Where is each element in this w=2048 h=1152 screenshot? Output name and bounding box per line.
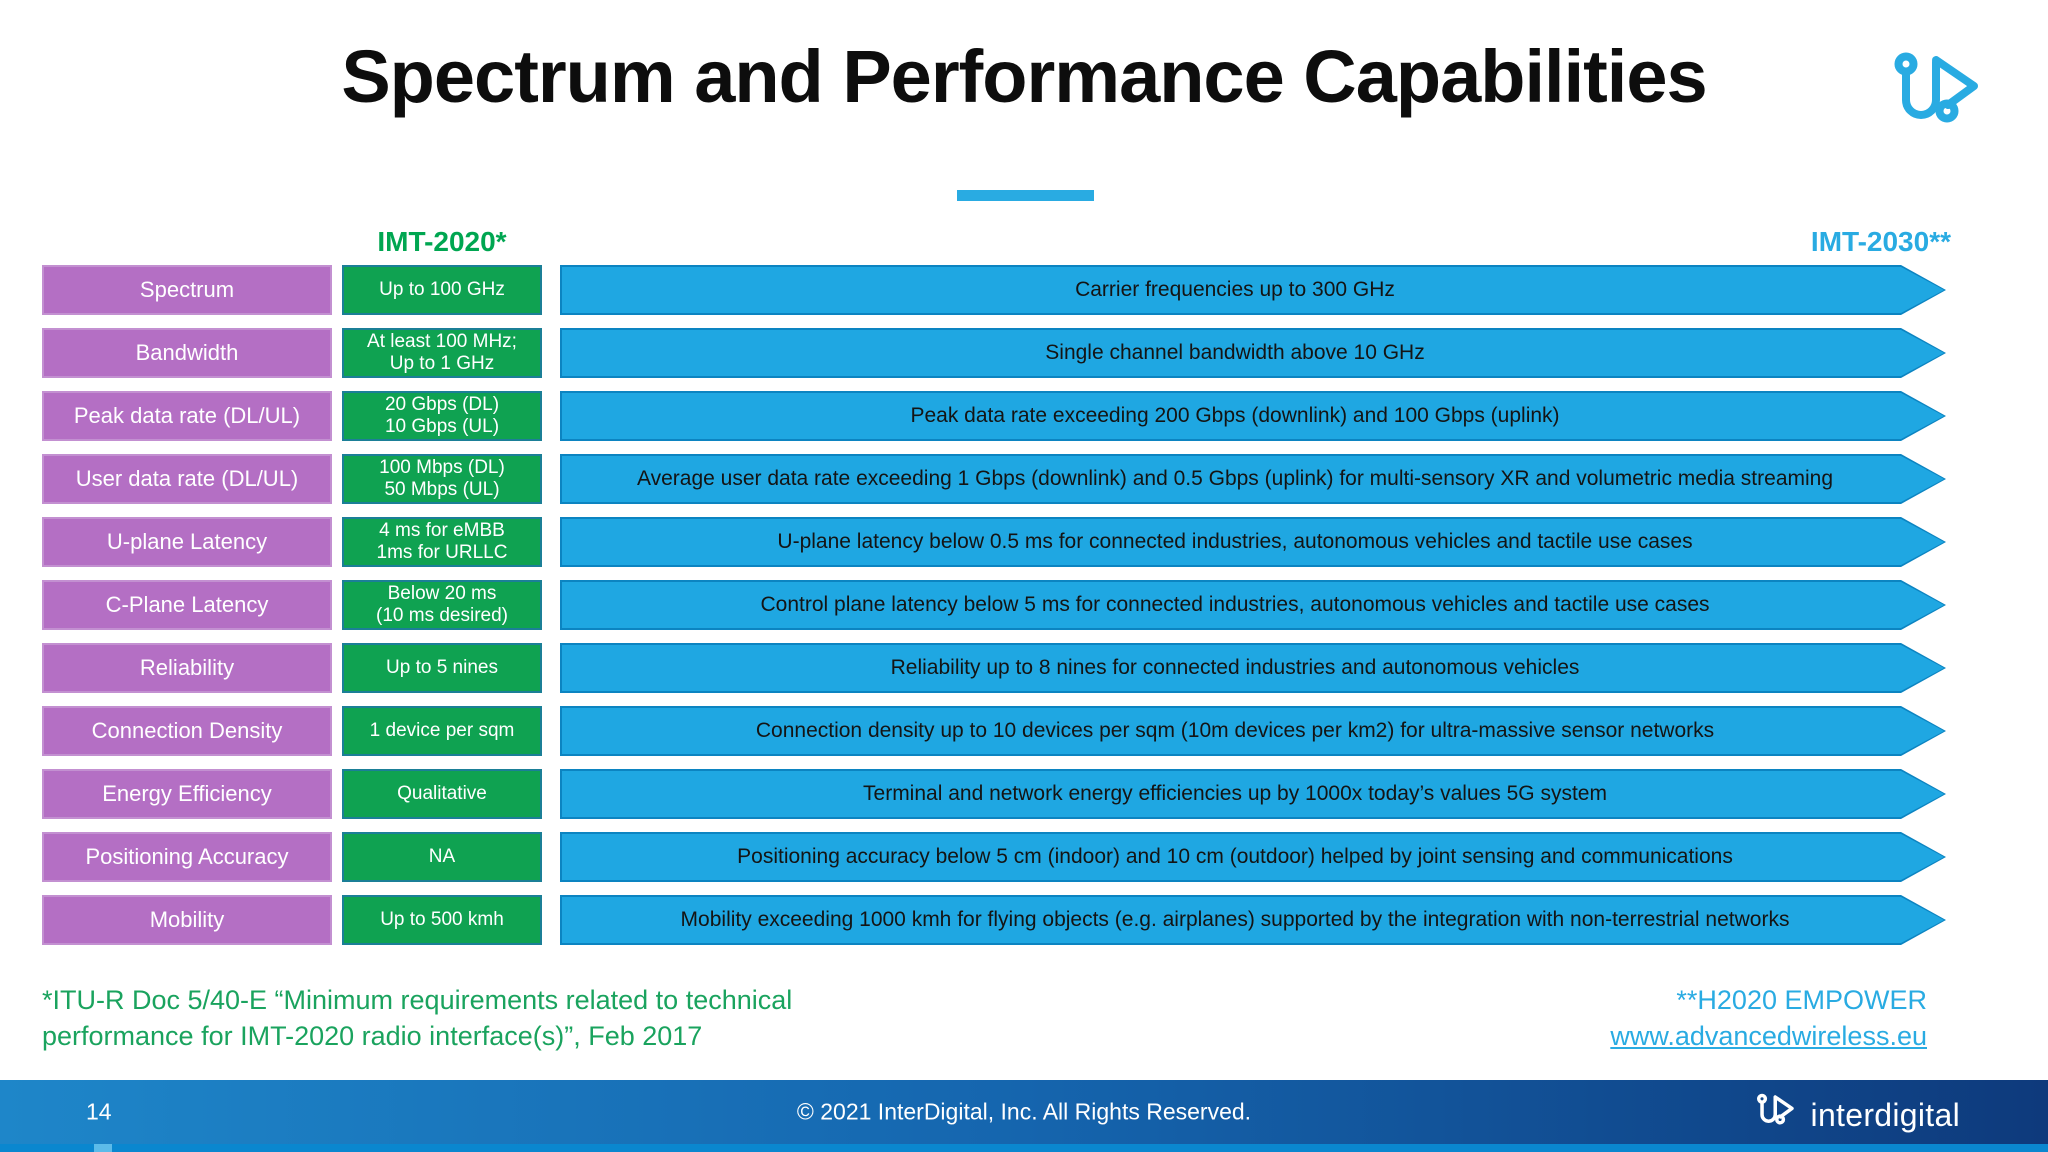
imt2030-value: Control plane latency below 5 ms for con… — [562, 582, 1944, 628]
row-label: Peak data rate (DL/UL) — [42, 391, 332, 441]
imt2030-arrow: Connection density up to 10 devices per … — [560, 706, 1946, 756]
row-label: Spectrum — [42, 265, 332, 315]
title-underline — [957, 190, 1094, 201]
imt2030-value: Reliability up to 8 nines for connected … — [562, 645, 1944, 691]
table-row-energy-efficiency: Energy Efficiency Qualitative Terminal a… — [42, 769, 2006, 819]
imt2030-arrow: Mobility exceeding 1000 kmh for flying o… — [560, 895, 1946, 945]
imt2030-value: Single channel bandwidth above 10 GHz — [562, 330, 1944, 376]
row-label: Connection Density — [42, 706, 332, 756]
row-label: Positioning Accuracy — [42, 832, 332, 882]
interdigital-footer-logo: interdigital — [1755, 1091, 1960, 1133]
table-row-u-plane-latency: U-plane Latency 4 ms for eMBB 1ms for UR… — [42, 517, 2006, 567]
row-label: Energy Efficiency — [42, 769, 332, 819]
table-row-positioning-accuracy: Positioning Accuracy NA Positioning accu… — [42, 832, 2006, 882]
imt2030-arrow: Terminal and network energy efficiencies… — [560, 769, 1946, 819]
imt2020-value: NA — [342, 832, 542, 882]
imt2030-value: U-plane latency below 0.5 ms for connect… — [562, 519, 1944, 565]
footnote-itu: *ITU-R Doc 5/40-E “Minimum requirements … — [42, 982, 792, 1055]
row-label: C-Plane Latency — [42, 580, 332, 630]
imt2030-arrow: Control plane latency below 5 ms for con… — [560, 580, 1946, 630]
footnote-h2020: **H2020 EMPOWER www.advancedwireless.eu — [1610, 982, 1927, 1055]
row-label: Bandwidth — [42, 328, 332, 378]
table-row-mobility: Mobility Up to 500 kmh Mobility exceedin… — [42, 895, 2006, 945]
page-number: 14 — [86, 1098, 112, 1125]
row-label: Mobility — [42, 895, 332, 945]
column-header-imt2020: IMT-2020* — [377, 226, 507, 257]
imt2020-value: 100 Mbps (DL) 50 Mbps (UL) — [342, 454, 542, 504]
interdigital-logo-icon — [1894, 52, 1978, 123]
imt2020-value: Up to 500 kmh — [342, 895, 542, 945]
table-row-peak-data-rate: Peak data rate (DL/UL) 20 Gbps (DL) 10 G… — [42, 391, 2006, 441]
table-row-reliability: Reliability Up to 5 nines Reliability up… — [42, 643, 2006, 693]
imt2020-value: Qualitative — [342, 769, 542, 819]
progress-marker — [94, 1144, 112, 1152]
footnote-h2020-label: **H2020 EMPOWER — [1676, 985, 1927, 1015]
interdigital-logo-icon — [1756, 1093, 1794, 1125]
imt2030-value: Carrier frequencies up to 300 GHz — [562, 267, 1944, 313]
imt2020-value: Up to 5 nines — [342, 643, 542, 693]
table-row-user-data-rate: User data rate (DL/UL) 100 Mbps (DL) 50 … — [42, 454, 2006, 504]
imt2030-value: Connection density up to 10 devices per … — [562, 708, 1944, 754]
imt2030-value: Average user data rate exceeding 1 Gbps … — [562, 456, 1944, 502]
footnote-itu-line2: performance for IMT-2020 radio interface… — [42, 1021, 703, 1052]
imt2030-arrow: Carrier frequencies up to 300 GHz — [560, 265, 1946, 315]
advancedwireless-link[interactable]: www.advancedwireless.eu — [1610, 1021, 1927, 1052]
footnote-itu-line1: *ITU-R Doc 5/40-E “Minimum requirements … — [42, 985, 793, 1015]
imt2020-value: Up to 100 GHz — [342, 265, 542, 315]
row-label: U-plane Latency — [42, 517, 332, 567]
imt2030-arrow: Single channel bandwidth above 10 GHz — [560, 328, 1946, 378]
comparison-table: Spectrum Up to 100 GHz Carrier frequenci… — [42, 265, 2006, 958]
imt2030-arrow: Peak data rate exceeding 200 Gbps (downl… — [560, 391, 1946, 441]
imt2030-value: Peak data rate exceeding 200 Gbps (downl… — [562, 393, 1944, 439]
interdigital-logo-text: interdigital — [1810, 1097, 1960, 1133]
table-row-connection-density: Connection Density 1 device per sqm Conn… — [42, 706, 2006, 756]
imt2030-value: Mobility exceeding 1000 kmh for flying o… — [562, 897, 1944, 943]
table-row-c-plane-latency: C-Plane Latency Below 20 ms (10 ms desir… — [42, 580, 2006, 630]
imt2030-value: Positioning accuracy below 5 cm (indoor)… — [562, 834, 1944, 880]
slide-footer-bar: 14 © 2021 InterDigital, Inc. All Rights … — [0, 1080, 2048, 1144]
imt2030-arrow: U-plane latency below 0.5 ms for connect… — [560, 517, 1946, 567]
imt2030-arrow: Average user data rate exceeding 1 Gbps … — [560, 454, 1946, 504]
imt2030-value: Terminal and network energy efficiencies… — [562, 771, 1944, 817]
imt2020-value: 1 device per sqm — [342, 706, 542, 756]
imt2020-value: Below 20 ms (10 ms desired) — [342, 580, 542, 630]
imt2020-value: At least 100 MHz; Up to 1 GHz — [342, 328, 542, 378]
column-header-imt2030: IMT-2030** — [1810, 226, 1951, 257]
bottom-progress-strip — [0, 1144, 2048, 1152]
imt2030-arrow: Positioning accuracy below 5 cm (indoor)… — [560, 832, 1946, 882]
row-label: Reliability — [42, 643, 332, 693]
page-title: Spectrum and Performance Capabilities — [341, 35, 1707, 118]
imt2020-value: 20 Gbps (DL) 10 Gbps (UL) — [342, 391, 542, 441]
table-row-spectrum: Spectrum Up to 100 GHz Carrier frequenci… — [42, 265, 2006, 315]
copyright-text: © 2021 InterDigital, Inc. All Rights Res… — [796, 1098, 1252, 1125]
imt2030-arrow: Reliability up to 8 nines for connected … — [560, 643, 1946, 693]
imt2020-value: 4 ms for eMBB 1ms for URLLC — [342, 517, 542, 567]
row-label: User data rate (DL/UL) — [42, 454, 332, 504]
table-row-bandwidth: Bandwidth At least 100 MHz; Up to 1 GHz … — [42, 328, 2006, 378]
